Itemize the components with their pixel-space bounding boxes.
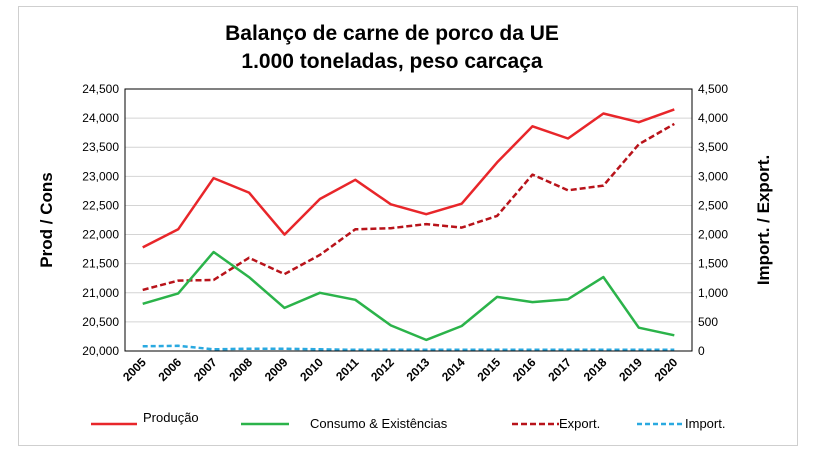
y-tick-label: 24,000 xyxy=(82,111,119,125)
x-tick-label: 2009 xyxy=(262,355,291,384)
x-tick-label: 2017 xyxy=(545,355,574,384)
x-tick-label: 2019 xyxy=(616,355,645,384)
y2-tick-label: 3,000 xyxy=(698,169,728,183)
series-line-import- xyxy=(142,344,675,352)
y2-tick-label: 1,500 xyxy=(698,257,728,271)
y2-tick-label: 3,500 xyxy=(698,140,728,154)
y-tick-label: 22,500 xyxy=(82,198,119,212)
x-tick-label: 2020 xyxy=(652,355,681,384)
y2-tick-label: 500 xyxy=(698,315,718,329)
x-axis-ticks: 2005 2006 2007 2008 2009 2010 2011 2012 2013 2014… xyxy=(120,355,681,384)
x-tick-label: 2013 xyxy=(404,355,433,384)
plot-area-border xyxy=(124,88,693,352)
y-tick-label: 22,000 xyxy=(82,228,119,242)
legend: Produção Consumo & Existências Export. Impo… xyxy=(91,410,725,431)
y-tick-label: 23,000 xyxy=(82,169,119,183)
legend-label: Produção xyxy=(143,410,199,425)
series-line-produ-o xyxy=(142,108,675,249)
series-line-consumo-exist-ncias xyxy=(142,250,675,342)
legend-label: Import. xyxy=(685,416,725,431)
y-axis-ticks: 20,000 20,500 21,000 21,500 22,000 22,500 23,0… xyxy=(82,82,119,358)
x-tick-label: 2018 xyxy=(581,355,610,384)
x-tick-label: 2014 xyxy=(439,355,468,384)
y-tick-label: 23,500 xyxy=(82,140,119,154)
x-tick-label: 2005 xyxy=(120,355,149,384)
legend-label: Consumo & Existências xyxy=(310,416,448,431)
legend-label: Export. xyxy=(559,416,600,431)
y2-tick-label: 1,000 xyxy=(698,286,728,300)
y2-tick-label: 2,000 xyxy=(698,228,728,242)
y-tick-label: 20,500 xyxy=(82,315,119,329)
x-tick-label: 2006 xyxy=(155,355,184,384)
y-tick-label: 24,500 xyxy=(82,82,119,96)
y-tick-label: 20,000 xyxy=(82,344,119,358)
y-axis-title: Prod / Cons xyxy=(37,172,56,267)
x-tick-label: 2008 xyxy=(226,355,255,384)
x-tick-label: 2010 xyxy=(297,355,326,384)
chart-frame: Balanço de carne de porco da UE 1.000 to… xyxy=(18,6,798,446)
x-tick-label: 2012 xyxy=(368,355,397,384)
y2-tick-label: 0 xyxy=(698,344,705,358)
y2-axis-title: Import. / Export. xyxy=(754,155,773,285)
y2-tick-label: 2,500 xyxy=(698,198,728,212)
x-tick-label: 2015 xyxy=(474,355,503,384)
y-tick-label: 21,500 xyxy=(82,257,119,271)
y2-tick-label: 4,000 xyxy=(698,111,728,125)
y2-tick-label: 4,500 xyxy=(698,82,728,96)
chart-svg: Balanço de carne de porco da UE 1.000 to… xyxy=(37,22,773,431)
x-tick-label: 2011 xyxy=(333,355,362,384)
x-tick-label: 2016 xyxy=(510,355,539,384)
grid-layer xyxy=(125,88,692,352)
series-layer xyxy=(142,108,675,352)
y2-axis-ticks: 0 500 1,000 1,500 2,000 2,500 3,000 3,500 4,000 4… xyxy=(698,82,728,358)
y-tick-label: 21,000 xyxy=(82,286,119,300)
x-tick-label: 2007 xyxy=(191,355,220,384)
chart-title-line-2: 1.000 toneladas, peso carcaça xyxy=(241,50,542,73)
series-line-export- xyxy=(142,122,675,292)
chart-title-line-1: Balanço de carne de porco da UE xyxy=(225,22,559,45)
